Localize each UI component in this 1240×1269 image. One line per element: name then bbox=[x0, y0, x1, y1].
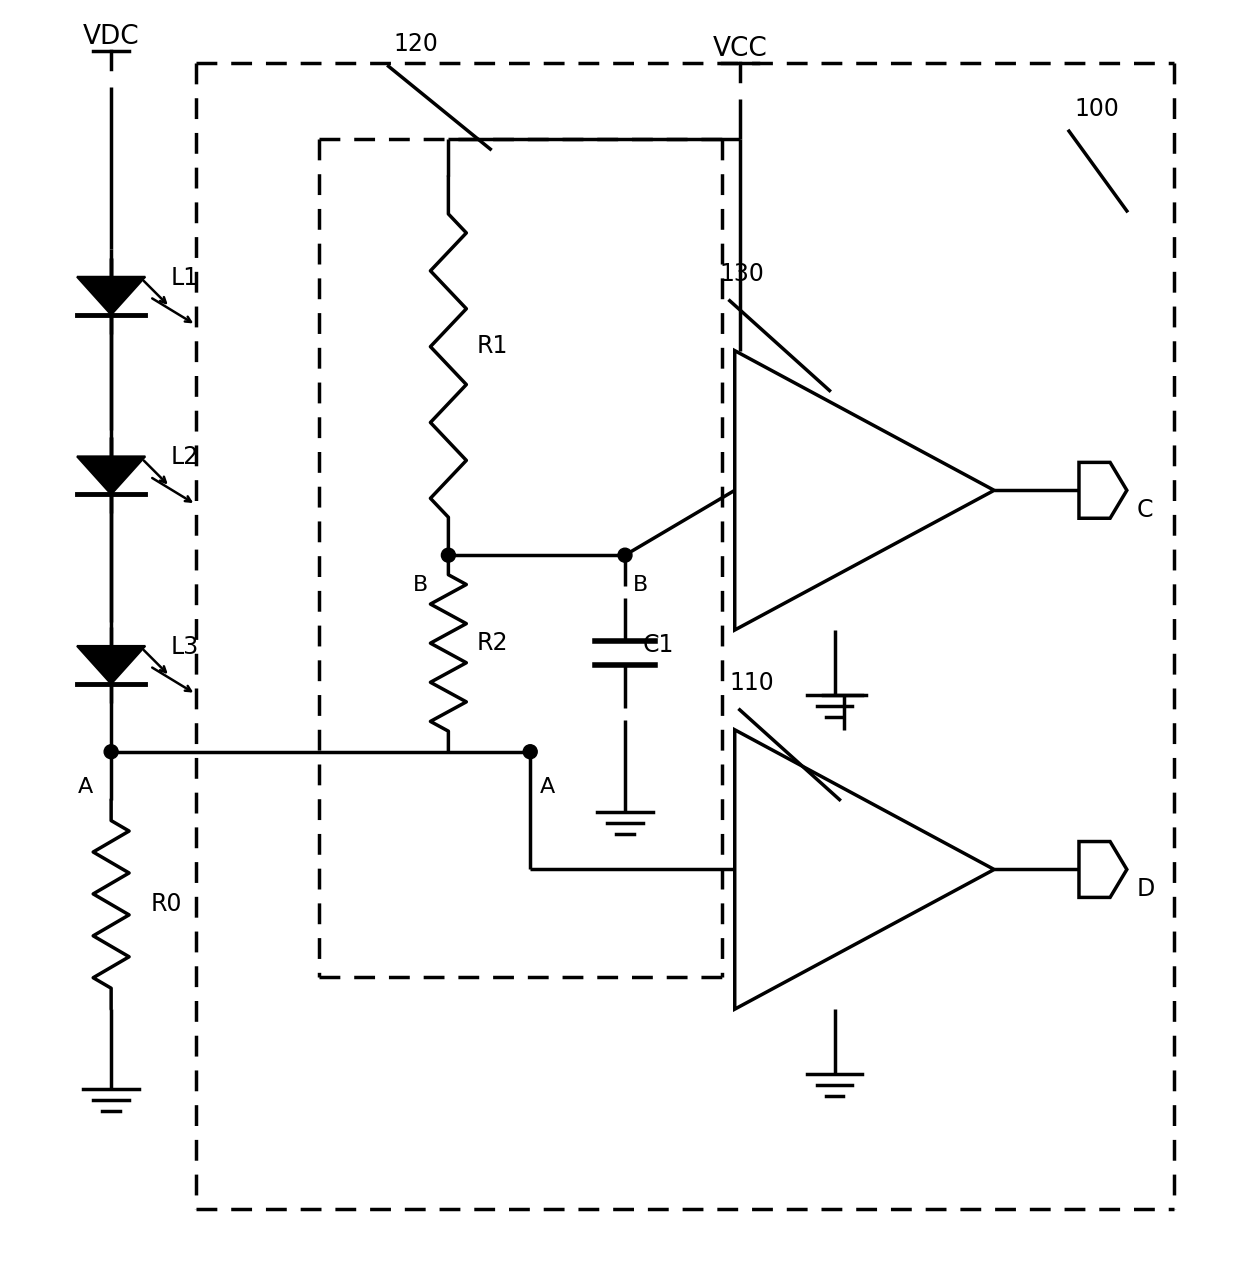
Text: B: B bbox=[413, 575, 429, 595]
Polygon shape bbox=[77, 277, 145, 315]
Text: 100: 100 bbox=[1074, 98, 1118, 121]
Text: 110: 110 bbox=[730, 671, 775, 695]
Text: R0: R0 bbox=[151, 892, 182, 916]
Polygon shape bbox=[735, 730, 994, 1009]
Text: L3: L3 bbox=[171, 634, 200, 659]
Text: VDC: VDC bbox=[83, 24, 139, 51]
Text: 130: 130 bbox=[719, 261, 765, 286]
Circle shape bbox=[618, 548, 632, 562]
Polygon shape bbox=[77, 457, 145, 495]
Text: L2: L2 bbox=[171, 445, 200, 470]
Text: R1: R1 bbox=[476, 334, 507, 358]
Text: C1: C1 bbox=[644, 633, 675, 657]
Polygon shape bbox=[77, 646, 145, 684]
Circle shape bbox=[523, 745, 537, 759]
Text: L1: L1 bbox=[171, 265, 200, 289]
Circle shape bbox=[441, 548, 455, 562]
Text: B: B bbox=[632, 575, 649, 595]
Polygon shape bbox=[1079, 841, 1127, 897]
Polygon shape bbox=[1079, 462, 1127, 518]
Circle shape bbox=[104, 745, 118, 759]
Text: A: A bbox=[78, 777, 93, 797]
Text: D: D bbox=[1137, 877, 1156, 901]
Polygon shape bbox=[735, 350, 994, 629]
Text: 120: 120 bbox=[393, 32, 439, 56]
Text: R2: R2 bbox=[476, 631, 508, 655]
Text: C: C bbox=[1137, 499, 1153, 523]
Text: VCC: VCC bbox=[712, 37, 768, 62]
Text: A: A bbox=[541, 777, 556, 797]
